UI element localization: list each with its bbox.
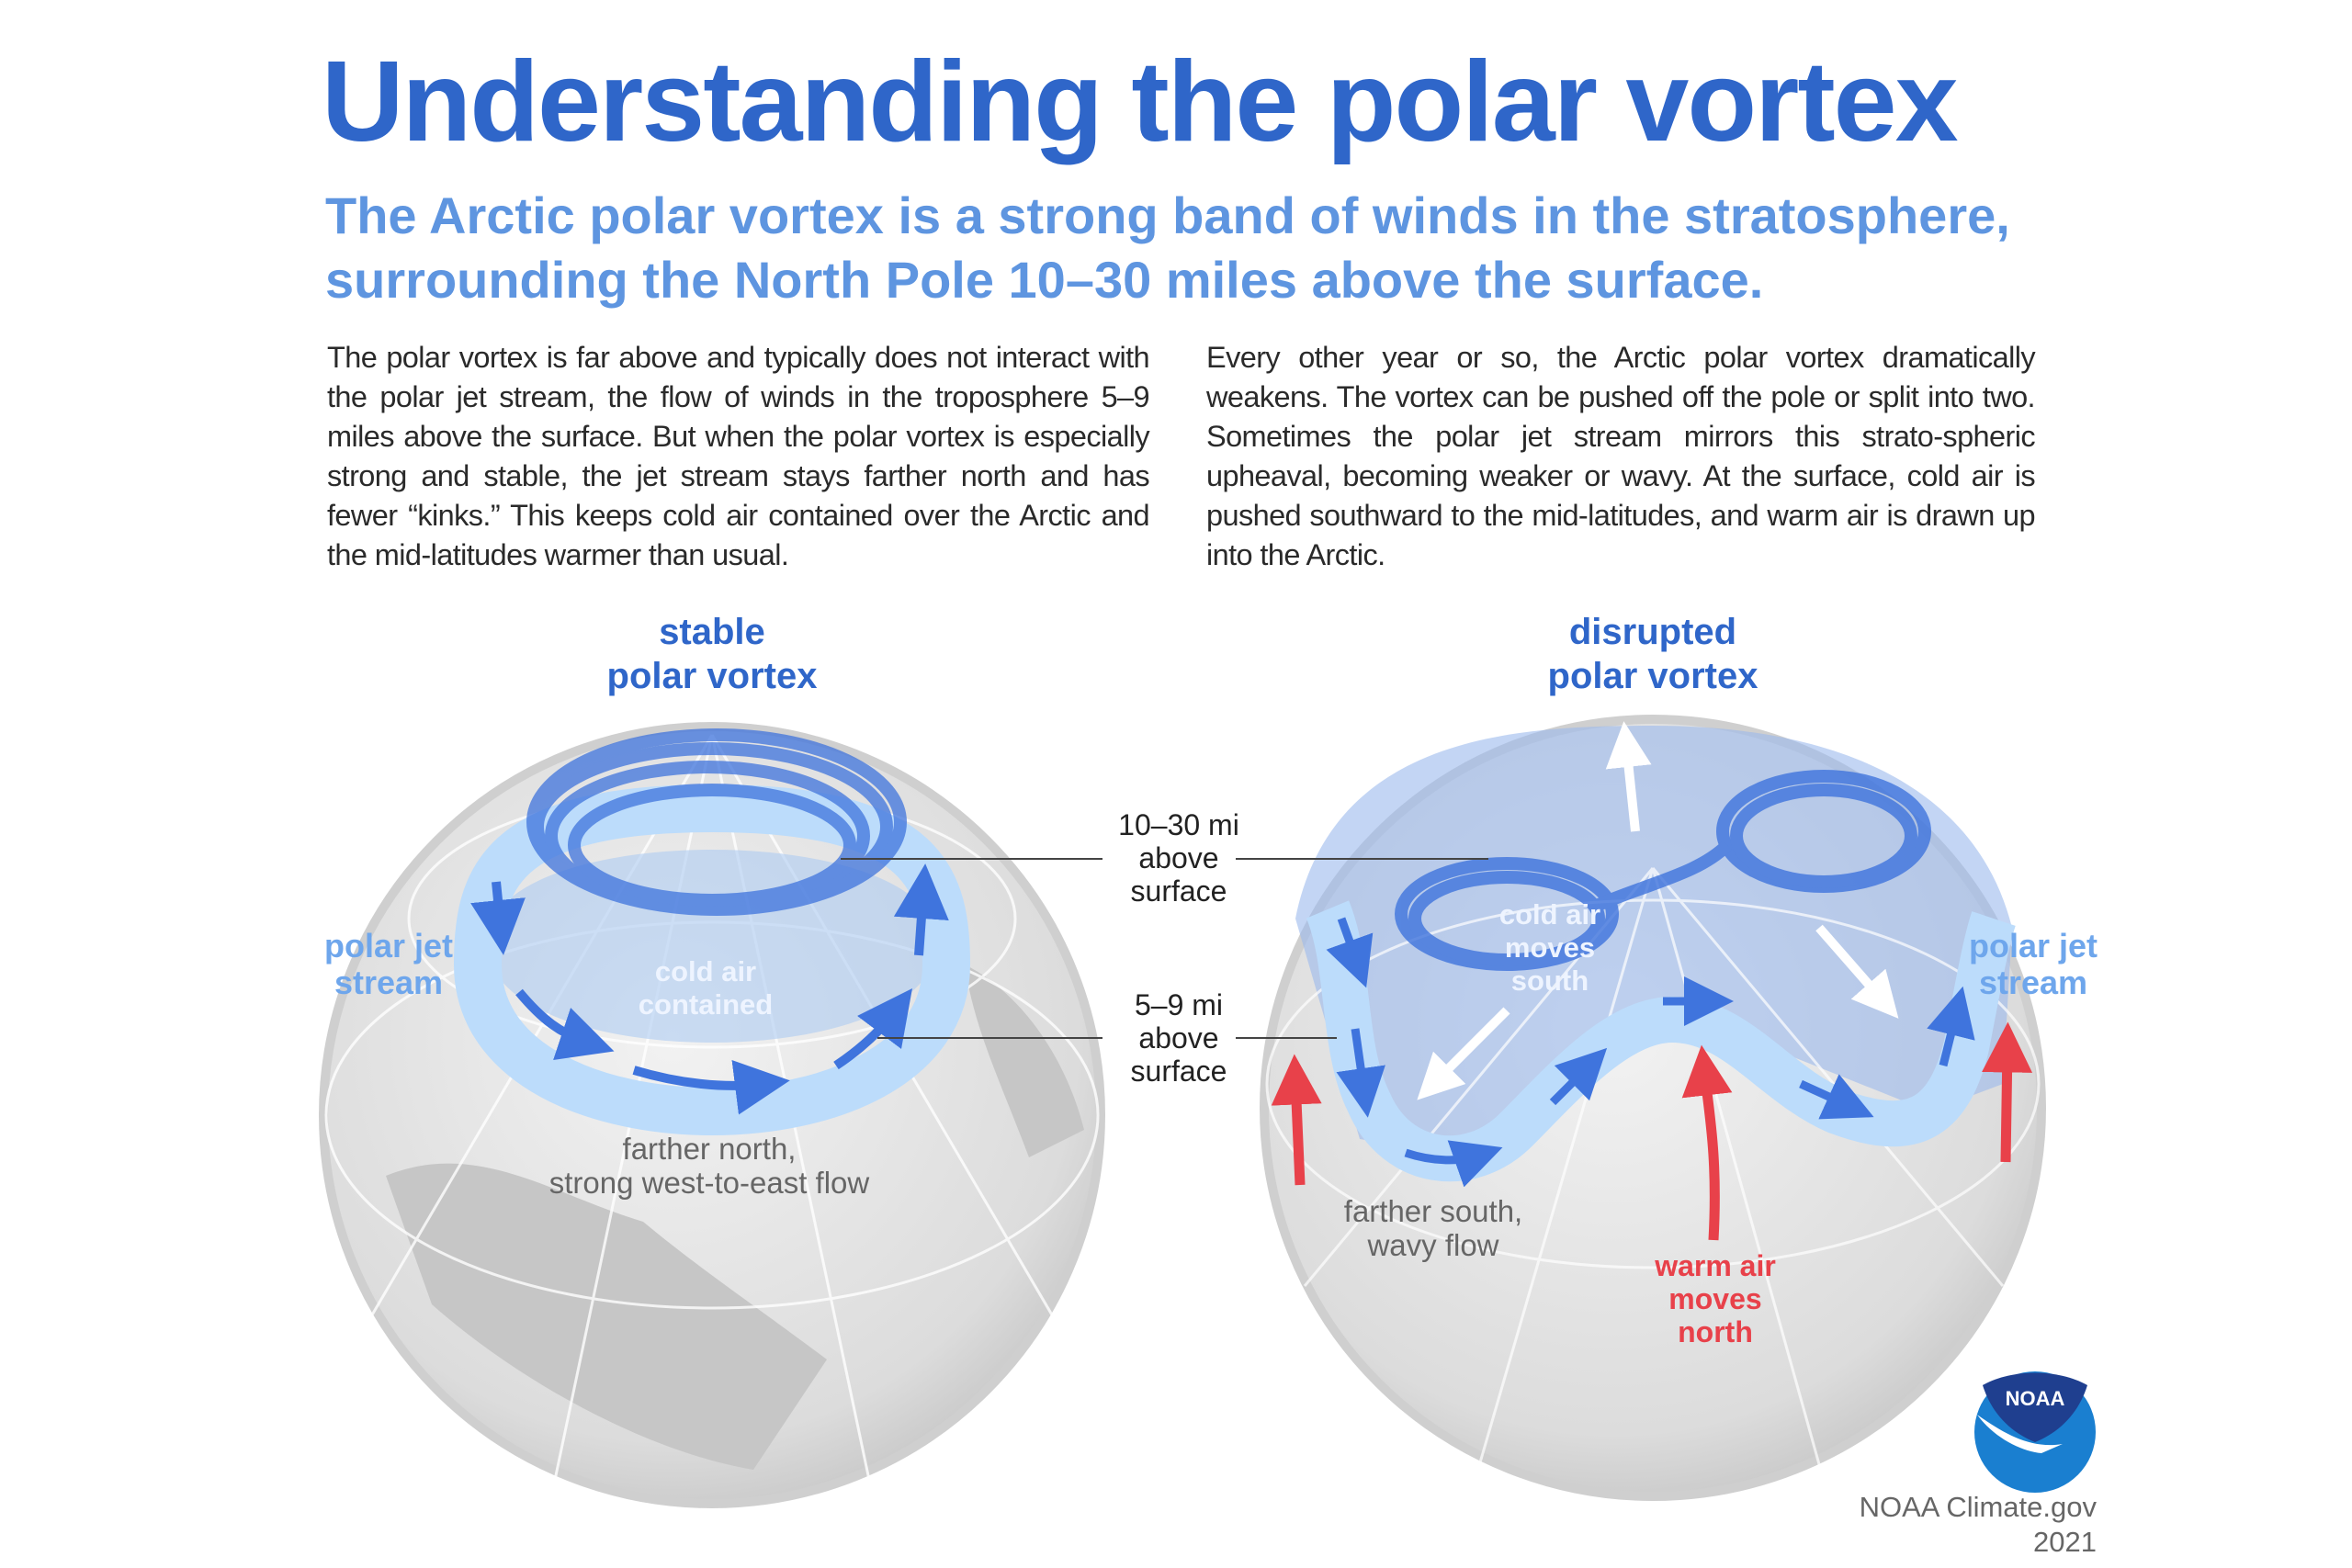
disrupted-cold-label: cold air moves south: [1498, 898, 1601, 997]
warm-air-label: warm air moves north: [1655, 1249, 1776, 1348]
disrupted-jet-label: polar jet stream: [1968, 927, 2098, 1001]
stable-globe: [319, 722, 1105, 1508]
noaa-logo-text: NOAA: [2006, 1387, 2065, 1410]
vortex-swirl: [526, 728, 907, 916]
stable-flow-label: farther north, strong west-to-east flow: [548, 1132, 870, 1200]
lower-altitude-label: 5–9 mi above surface: [1130, 988, 1227, 1088]
subtitle-line: The Arctic polar vortex is a strong band…: [325, 186, 2010, 244]
warm-air-arrows: [1271, 1021, 2033, 1241]
body-text-right: Every other year or so, the Arctic polar…: [1206, 341, 2036, 571]
jet-arrows: [470, 863, 949, 1115]
disrupted-heading: disrupted polar vortex: [1547, 612, 1758, 696]
stable-jet-label: polar jet stream: [323, 927, 454, 1001]
upper-altitude-label: 10–30 mi above surface: [1118, 808, 1239, 908]
subtitle: The Arctic polar vortex is a strong band…: [325, 184, 2010, 312]
disrupted-globe: [1236, 715, 2046, 1501]
page-title: Understanding the polar vortex: [322, 39, 1959, 165]
stable-cold-label: cold air contained: [638, 955, 774, 1021]
body-text-left: The polar vortex is far above and typica…: [327, 341, 1150, 571]
stable-heading: stable polar vortex: [606, 612, 818, 696]
credit: NOAA Climate.gov 2021: [1859, 1491, 2097, 1558]
disrupted-flow-label: farther south, wavy flow: [1343, 1194, 1523, 1262]
split-vortex: [1395, 770, 1931, 971]
noaa-logo: NOAA: [1974, 1371, 2096, 1493]
subtitle-line: surrounding the North Pole 10–30 miles a…: [325, 251, 1764, 309]
wavy-jet-arrows: [1326, 917, 1975, 1188]
white-arrows: [1417, 721, 1899, 1100]
